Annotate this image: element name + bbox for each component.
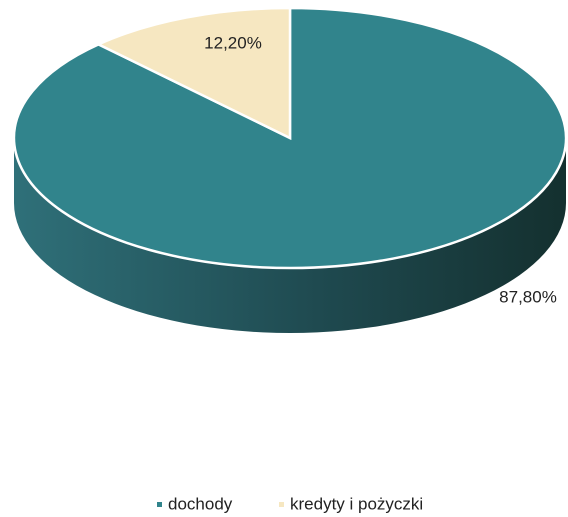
legend-marker	[279, 502, 284, 507]
data-label: 87,80%	[499, 287, 557, 306]
data-label: 12,20%	[204, 33, 262, 52]
pie-slice	[95, 6, 292, 141]
legend-marker	[157, 502, 162, 507]
pie-side	[14, 138, 566, 333]
legend-label: dochody	[168, 494, 233, 513]
legend-label: kredyty i pożyczki	[290, 494, 423, 513]
pie-slice	[12, 6, 568, 270]
